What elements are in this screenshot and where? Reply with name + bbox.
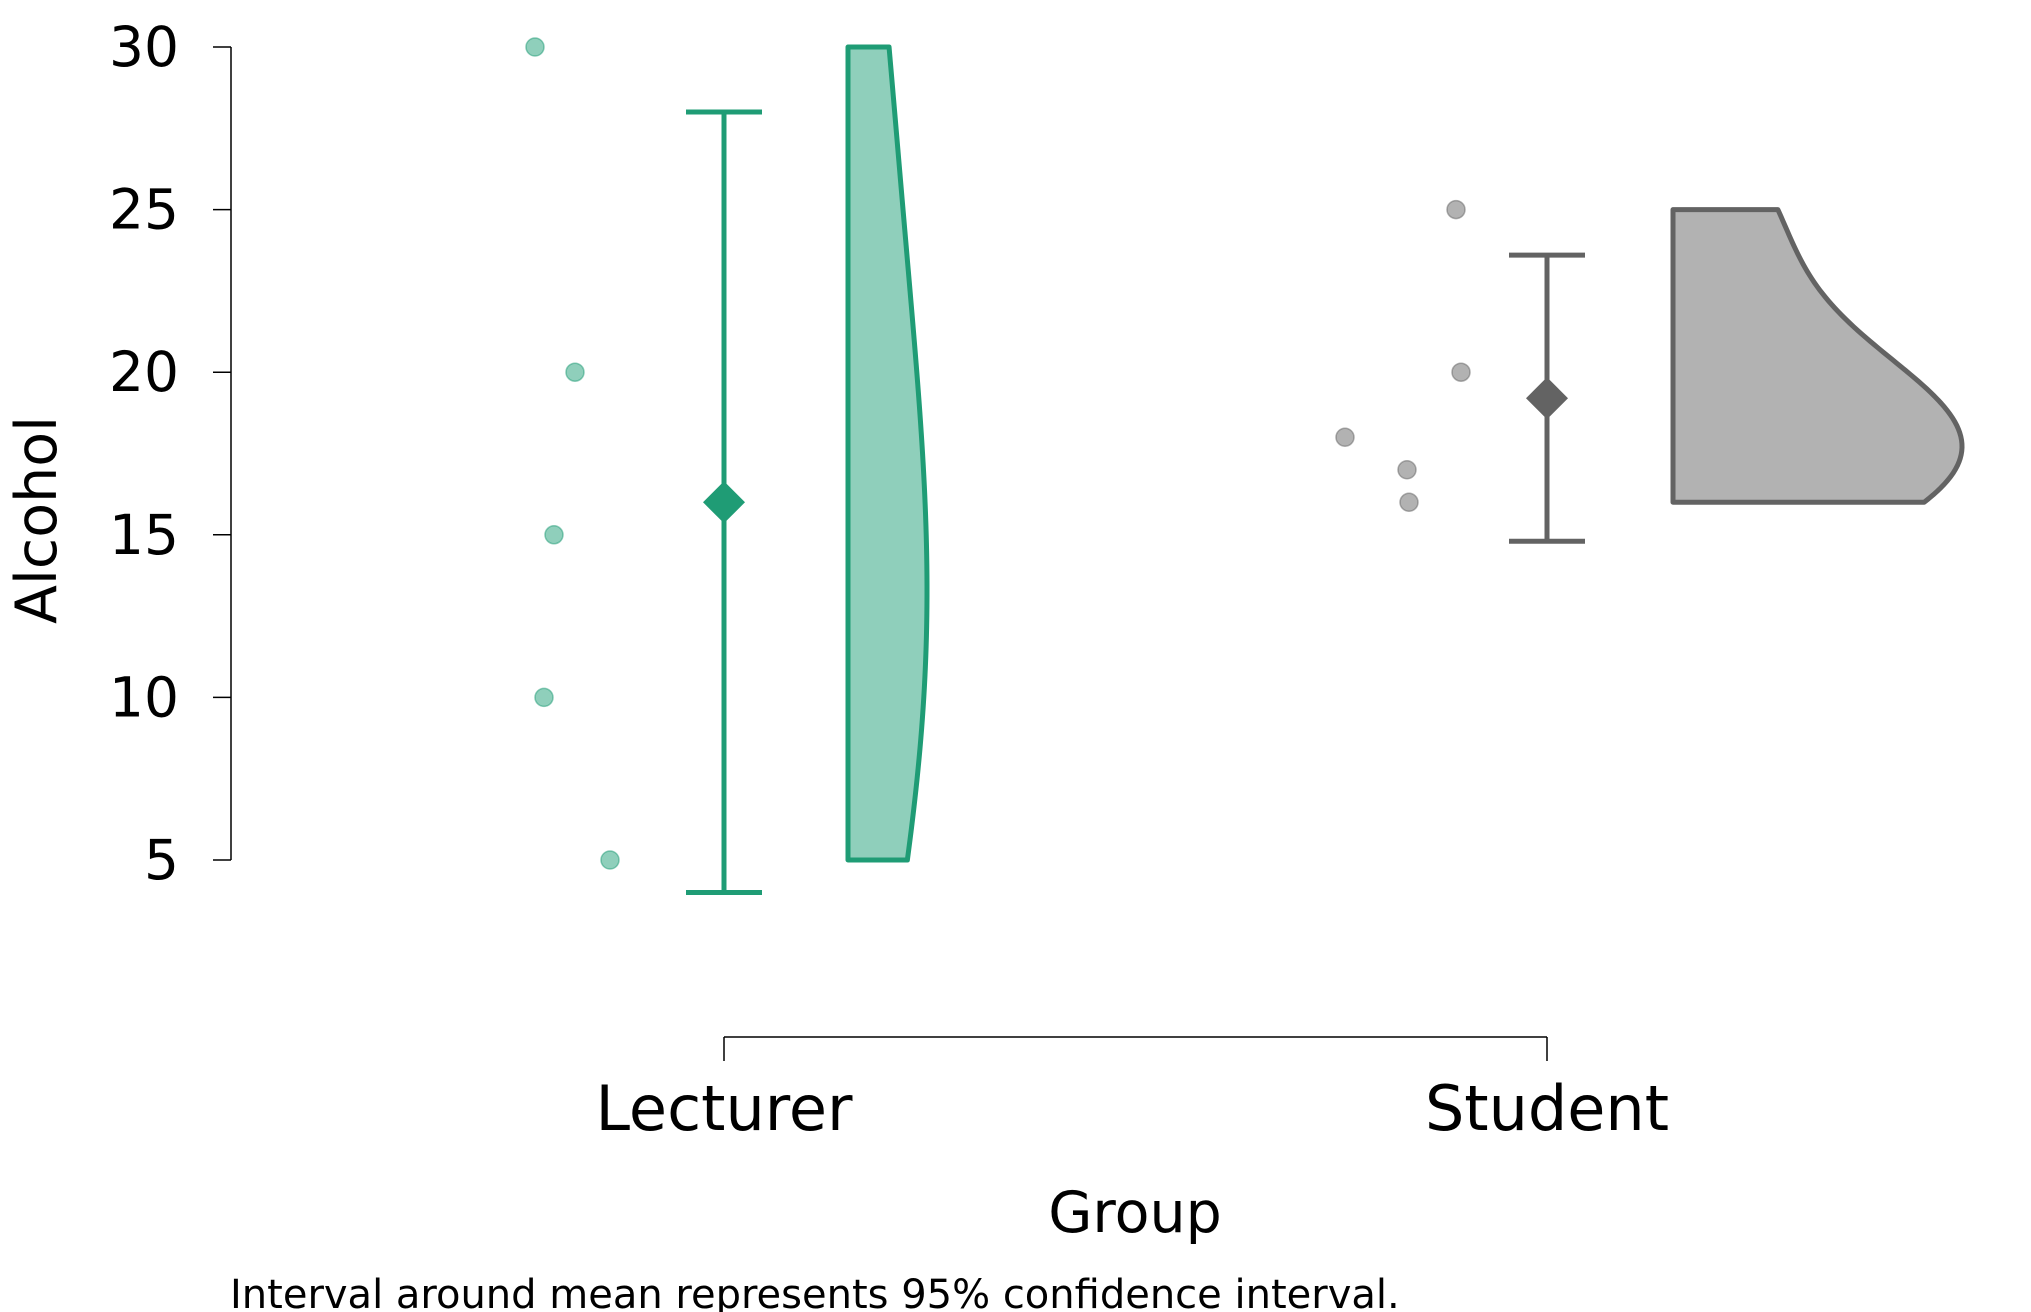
confidence-intervals [686, 109, 1585, 896]
x-tick-label: Lecturer [595, 1072, 853, 1145]
data-point [600, 850, 620, 870]
y-tick-label: 20 [109, 340, 179, 404]
data-point [1335, 427, 1355, 447]
y-tick-label: 5 [144, 828, 179, 892]
data-point [1446, 199, 1466, 220]
footnote: Interval around mean represents 95% conf… [230, 1272, 1400, 1312]
data-point [565, 362, 585, 382]
data-point [1399, 492, 1419, 513]
y-tick-label: 25 [109, 178, 179, 242]
y-tick-label: 10 [109, 665, 179, 729]
raw-points [525, 37, 1471, 870]
data-point [525, 37, 545, 57]
violin-cloud-lecturer [845, 44, 930, 863]
x-tick-label: Student [1425, 1072, 1669, 1145]
data-point [1397, 460, 1417, 480]
data-point [1451, 362, 1471, 382]
mean-marker [1526, 377, 1568, 420]
y-axis-title: Alcohol [4, 416, 70, 624]
violin-clouds [845, 44, 1965, 863]
y-axis: 5 10 15 20 25 30 [109, 15, 232, 892]
y-tick-label: 15 [109, 503, 179, 567]
mean-marker [703, 481, 745, 524]
data-point [544, 525, 564, 545]
data-point [534, 687, 554, 708]
y-tick-label: 30 [109, 15, 179, 79]
x-axis: Lecturer Student [595, 1036, 1669, 1145]
violin-cloud-student [1670, 207, 1965, 505]
x-axis-title: Group [1048, 1180, 1222, 1246]
